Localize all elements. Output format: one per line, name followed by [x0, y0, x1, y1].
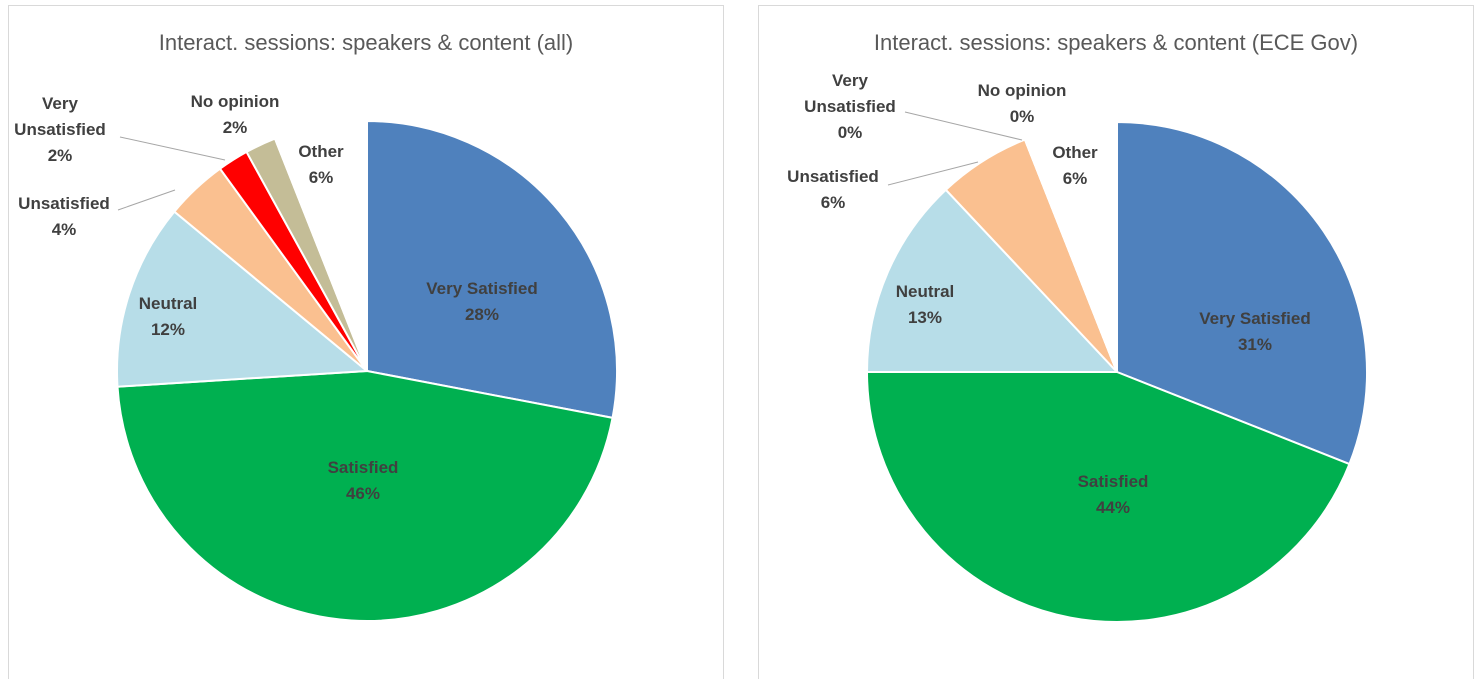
- category-label: Unsatisfied: [18, 194, 110, 213]
- value-label: 28%: [464, 305, 500, 324]
- pie-slice: [116, 369, 614, 622]
- data-label: Other 6%: [298, 139, 343, 191]
- category-label: Very Unsatisfied: [14, 94, 106, 139]
- data-label: Very Satisfied 31%: [1199, 306, 1311, 358]
- leader-line: [904, 111, 1023, 141]
- value-label: 46%: [345, 484, 381, 503]
- category-label: Unsatisfied: [787, 167, 879, 186]
- leader-line: [887, 161, 979, 186]
- category-label: No opinion: [190, 92, 280, 111]
- category-label: Neutral: [138, 294, 198, 313]
- pie-slice: [865, 188, 1120, 373]
- value-label: 2%: [47, 146, 73, 165]
- value-label: 6%: [1062, 169, 1088, 188]
- value-label: 12%: [150, 320, 186, 339]
- category-label: Satisfied: [327, 458, 399, 477]
- data-label: Very Unsatisfied 2%: [5, 91, 115, 169]
- pie-slice: [1023, 120, 1118, 373]
- category-label: No opinion: [977, 81, 1067, 100]
- value-label: 44%: [1095, 498, 1131, 517]
- data-label: Satisfied 44%: [1078, 469, 1149, 521]
- data-label: Other 6%: [1052, 140, 1097, 192]
- pie-slice: [865, 371, 1351, 623]
- panel: [8, 5, 724, 679]
- leader-line: [119, 136, 226, 161]
- value-label: 4%: [51, 220, 77, 239]
- data-label: Satisfied 46%: [328, 455, 399, 507]
- data-label: Unsatisfied 4%: [18, 191, 110, 243]
- pie-slice: [1116, 120, 1368, 466]
- category-label: Neutral: [895, 282, 955, 301]
- category-label: Very Unsatisfied: [804, 71, 896, 116]
- chart-title: Interact. sessions: speakers & content (…: [874, 30, 1358, 55]
- data-label: No opinion 2%: [191, 89, 280, 141]
- panel: [758, 5, 1474, 679]
- category-label: Satisfied: [1077, 472, 1149, 491]
- chart-title: Interact. sessions: speakers & content (…: [159, 30, 574, 55]
- data-label: Neutral 13%: [896, 279, 955, 331]
- value-label: 6%: [820, 193, 846, 212]
- pie-slice: [273, 119, 368, 372]
- data-label: Neutral 12%: [139, 291, 198, 343]
- category-label: Very Satisfied: [1199, 309, 1311, 328]
- data-label: Very Unsatisfied 0%: [795, 68, 905, 146]
- value-label: 0%: [1009, 107, 1035, 126]
- data-label: Very Satisfied 28%: [426, 276, 538, 328]
- value-label: 0%: [837, 123, 863, 142]
- data-label: No opinion 0%: [978, 78, 1067, 130]
- category-label: Other: [1052, 143, 1098, 162]
- pie-slice: [116, 210, 370, 388]
- pie-slice: [366, 119, 618, 420]
- category-label: Very Satisfied: [426, 279, 538, 298]
- value-label: 31%: [1237, 335, 1273, 354]
- category-label: Other: [298, 142, 344, 161]
- value-label: 13%: [907, 308, 943, 327]
- value-label: 2%: [222, 118, 248, 137]
- value-label: 6%: [308, 168, 334, 187]
- leader-line: [117, 189, 176, 211]
- data-label: Unsatisfied 6%: [787, 164, 879, 216]
